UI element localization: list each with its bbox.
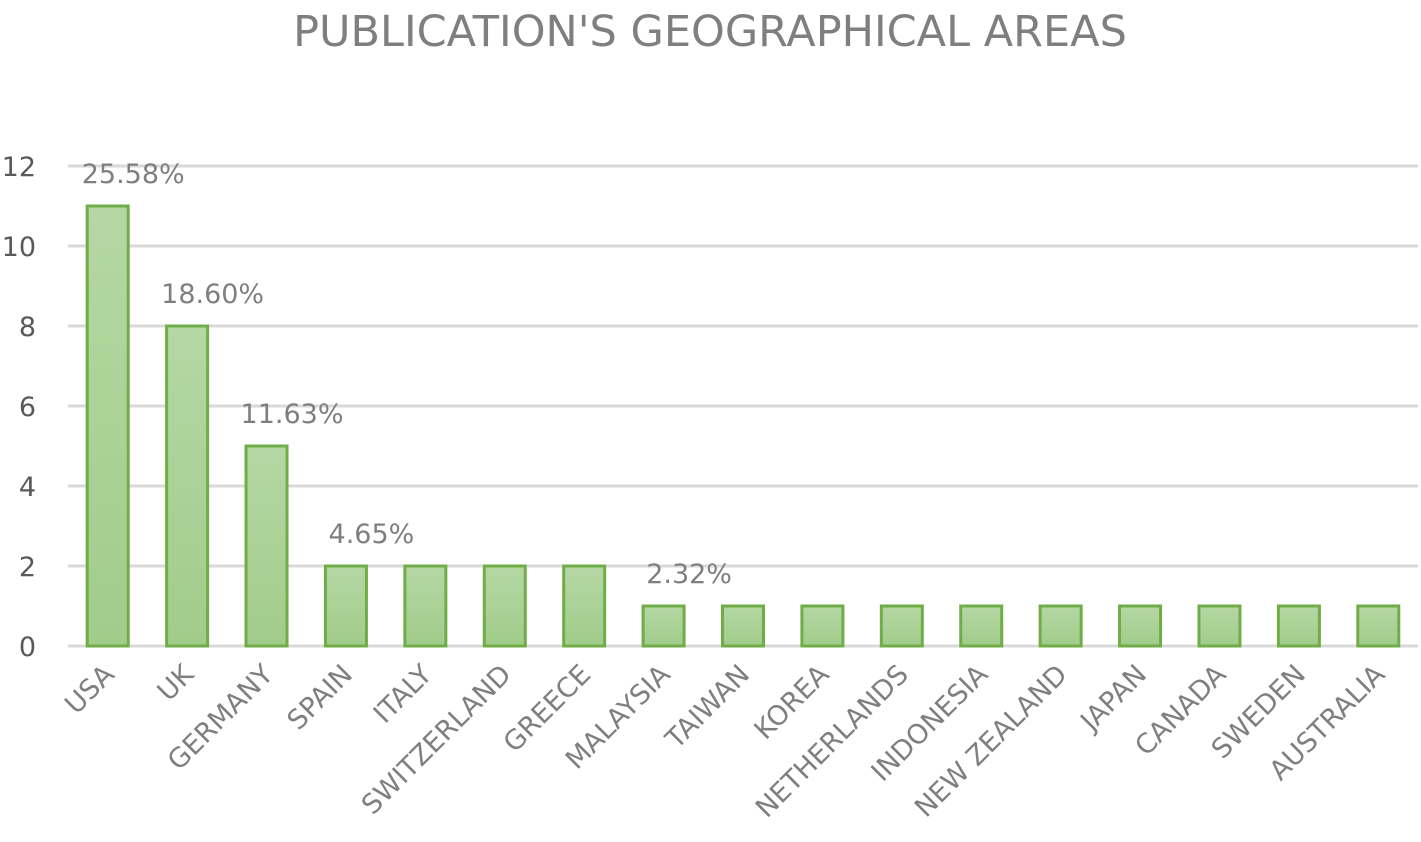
y-tick-label: 12 xyxy=(2,152,36,183)
bar-australia xyxy=(1356,604,1401,648)
x-category-label: JAPAN xyxy=(1074,659,1153,738)
bar-netherlands xyxy=(879,604,924,648)
x-category-label: SWITZERLAND xyxy=(356,659,518,821)
bar-usa xyxy=(85,204,130,648)
bar-indonesia xyxy=(959,604,1004,648)
x-category-label: TAIWAN xyxy=(659,659,756,756)
y-tick-label: 4 xyxy=(19,472,36,503)
bar-sweden xyxy=(1276,604,1321,648)
bar-greece xyxy=(562,564,607,648)
bar-malaysia xyxy=(641,604,686,648)
bar-new-zealand xyxy=(1038,604,1083,648)
bar-korea xyxy=(800,604,845,648)
y-tick-label: 10 xyxy=(2,232,36,263)
bar-italy xyxy=(403,564,448,648)
bar-japan xyxy=(1118,604,1163,648)
x-category-label: UK xyxy=(152,658,201,707)
gridlines xyxy=(68,164,1418,648)
bar-spain xyxy=(323,564,368,648)
y-tick-label: 8 xyxy=(19,312,36,343)
data-labels: 25.58% 18.60% 11.63% 4.65% 2.32% xyxy=(82,159,732,590)
data-label: 2.32% xyxy=(646,559,732,590)
bar-taiwan xyxy=(721,604,765,648)
data-label: 18.60% xyxy=(161,279,264,310)
bar-germany xyxy=(244,444,289,648)
data-label: 11.63% xyxy=(241,399,344,430)
y-tick-label: 2 xyxy=(19,552,36,583)
x-category-label: ITALY xyxy=(368,659,439,730)
data-label: 4.65% xyxy=(329,519,415,550)
y-tick-label: 0 xyxy=(19,632,36,663)
y-tick-label: 6 xyxy=(19,392,36,423)
y-axis-tick-labels: 0 2 4 6 8 10 12 xyxy=(2,152,36,663)
bars xyxy=(85,204,1401,648)
bar-uk xyxy=(165,324,210,648)
x-category-label: USA xyxy=(59,659,121,721)
chart-title: PUBLICATION'S GEOGRAPHICAL AREAS xyxy=(293,7,1127,57)
bar-switzerland xyxy=(482,564,527,648)
x-category-label: SPAIN xyxy=(282,659,359,736)
bar-canada xyxy=(1197,604,1242,648)
data-label: 25.58% xyxy=(82,159,185,190)
